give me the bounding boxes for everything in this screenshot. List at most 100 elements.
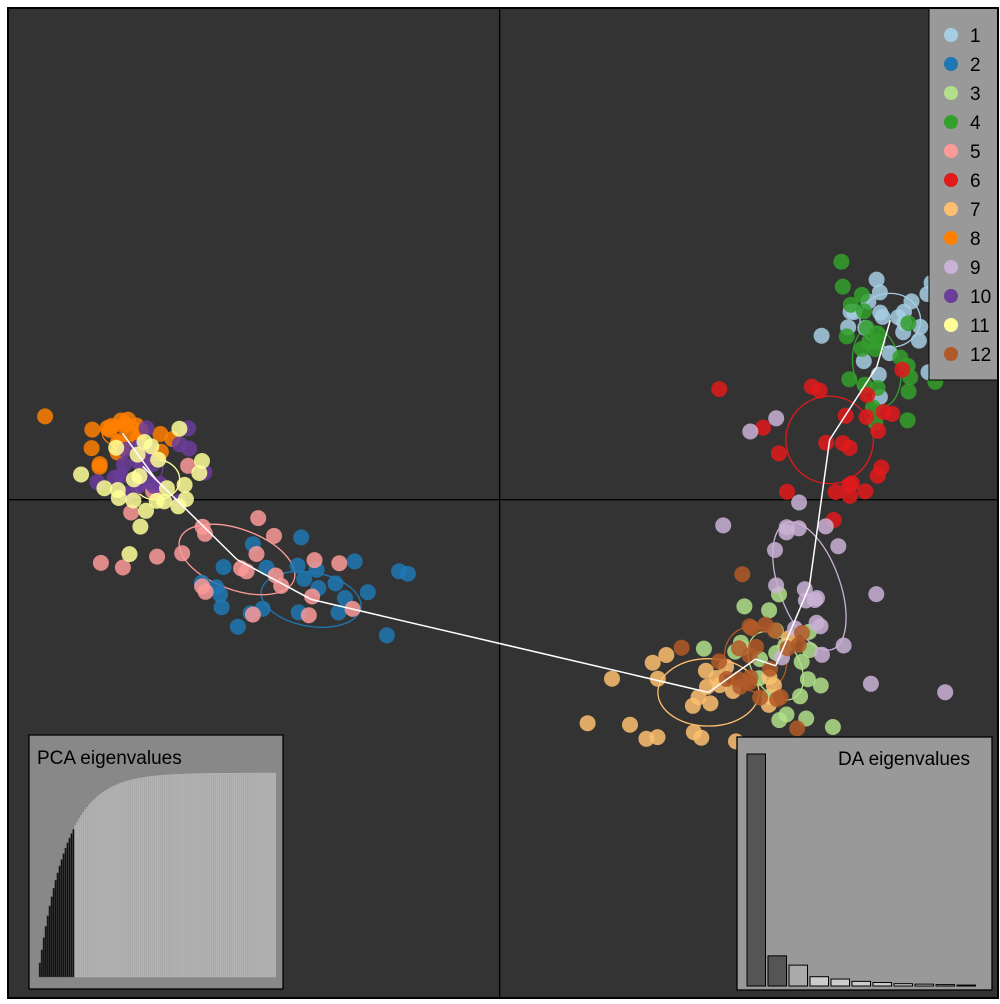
point-group-12 (732, 678, 749, 695)
point-group-5 (197, 525, 213, 542)
point-group-9 (835, 637, 852, 654)
pca-eigen-bar (182, 773, 186, 978)
pca-eigen-bar (68, 837, 71, 978)
point-group-5 (266, 527, 282, 544)
point-group-8 (152, 426, 169, 442)
pca-eigen-bar (78, 818, 81, 978)
mst-edge (236, 558, 312, 601)
pca-eigen-bar (252, 772, 255, 978)
pca-eigen-bar (139, 777, 142, 978)
pca-eigen-bar (82, 812, 85, 978)
point-group-9 (742, 423, 759, 440)
pca-eigen-bar (76, 821, 79, 978)
point-group-3 (761, 602, 778, 619)
pca-eigen-bar (165, 774, 168, 978)
point-group-2 (346, 553, 363, 570)
pca-eigen-bar (273, 772, 276, 978)
pca-eigen-bar (98, 795, 101, 978)
point-group-11 (96, 480, 113, 497)
point-group-11 (191, 465, 208, 481)
point-group-7 (579, 715, 596, 732)
pca-eigen-bar (208, 773, 211, 978)
point-group-1 (868, 271, 885, 288)
mst-edge (142, 465, 238, 561)
pca-eigen-bar (246, 772, 249, 978)
pca-eigen-bar (74, 825, 77, 978)
point-group-12 (766, 622, 783, 639)
point-group-8 (99, 420, 116, 436)
da-eigen-bar (767, 955, 787, 987)
point-group-5 (250, 510, 267, 527)
point-group-9 (862, 675, 879, 692)
pca-eigen-bar (62, 853, 65, 978)
pca-eigen-bar (210, 773, 213, 978)
pca-eigen-bar (153, 775, 156, 978)
pca-eigen-bar (198, 773, 201, 978)
pca-eigen-bar (224, 773, 227, 978)
point-group-7 (765, 677, 782, 694)
point-group-12 (741, 618, 758, 635)
point-group-11 (125, 492, 142, 509)
point-group-1 (813, 327, 830, 344)
legend-swatch-3 (944, 86, 958, 100)
pca-eigen-bar (186, 773, 190, 978)
pca-eigen-bar (96, 796, 99, 978)
legend-swatch-11 (944, 318, 958, 332)
point-group-6 (859, 387, 876, 403)
legend-label-7: 7 (970, 200, 981, 221)
pca-eigen-bar (58, 865, 61, 978)
point-group-4 (900, 315, 917, 332)
point-group-11 (108, 439, 125, 456)
pca-eigen-bar (151, 776, 154, 978)
pca-eigen-bar (119, 782, 122, 978)
pca-eigen-bar (137, 778, 140, 978)
point-group-5 (233, 560, 250, 577)
point-group-11 (194, 453, 210, 469)
pca-eigen-bar (192, 773, 196, 978)
pca-eigen-bar (159, 775, 162, 978)
da-eigenvalues-inset: DA eigenvalues (736, 736, 993, 991)
plot-border (7, 7, 999, 999)
scatter-points (37, 253, 954, 757)
point-group-4 (841, 371, 858, 388)
point-group-9 (830, 538, 847, 555)
da-eigen-bar (914, 983, 934, 987)
pca-eigen-bar (258, 772, 261, 978)
point-group-12 (742, 669, 759, 686)
pca-eigen-bar (72, 829, 75, 978)
da-eigen-bar (872, 982, 892, 987)
point-group-6 (811, 382, 828, 399)
pca-eigen-bar (188, 773, 192, 978)
pca-eigen-bar (103, 790, 107, 978)
point-group-3 (824, 719, 841, 735)
pca-eigen-bar (44, 926, 47, 978)
pca-eigen-bar (131, 779, 134, 978)
point-group-6 (841, 439, 858, 456)
point-group-2 (289, 557, 306, 574)
legend-label-10: 10 (970, 287, 991, 308)
point-group-7 (693, 729, 710, 746)
pca-eigen-bar (163, 774, 166, 978)
point-group-11 (125, 471, 142, 488)
point-group-6 (884, 405, 901, 422)
pca-eigen-bar (180, 773, 184, 978)
pca-eigen-bar (149, 776, 152, 978)
point-group-3 (736, 598, 753, 615)
point-group-11 (143, 438, 160, 455)
point-group-9 (715, 517, 732, 534)
point-group-6 (827, 484, 844, 500)
pca-eigen-bar (86, 807, 89, 978)
legend-swatch-7 (944, 202, 958, 216)
point-group-4 (833, 253, 850, 270)
point-group-11 (109, 482, 126, 498)
legend-label-3: 3 (970, 84, 981, 105)
point-group-7 (697, 662, 714, 679)
point-group-12 (741, 647, 758, 664)
pca-eigen-bar (206, 773, 209, 978)
point-group-7 (702, 695, 719, 712)
pca-eigen-bar (161, 775, 164, 978)
pca-eigen-bar (238, 772, 241, 978)
pca-eigen-bar (269, 772, 273, 978)
legend-swatch-6 (944, 173, 958, 187)
